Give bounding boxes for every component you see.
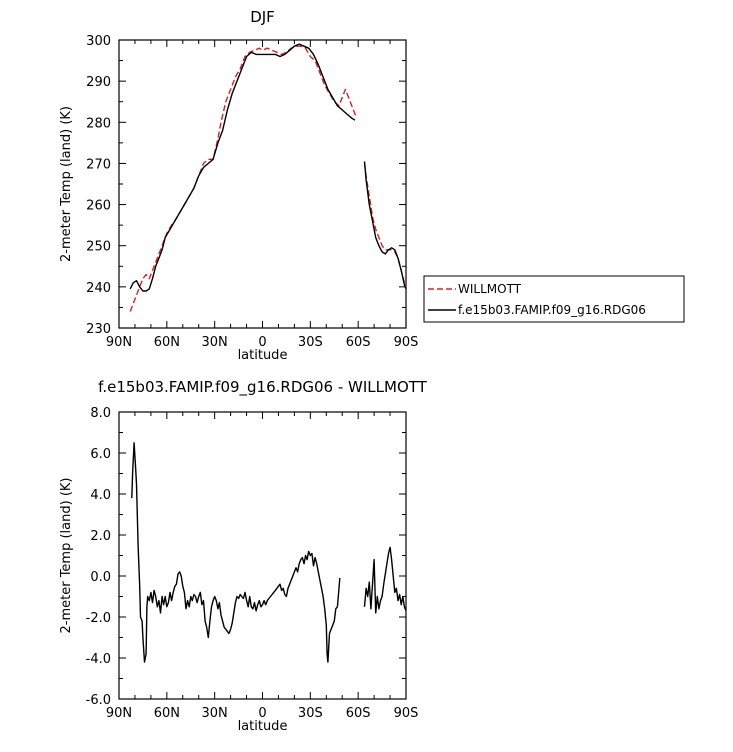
y-tick-label: -2.0	[86, 611, 111, 626]
series-line-1	[129, 43, 356, 292]
x-tick-label: 30N	[202, 335, 228, 350]
x-tick-label: 60S	[346, 335, 371, 350]
x-tick-label: 90N	[106, 335, 132, 350]
y-tick-label: 230	[86, 322, 111, 337]
x-tick-label: 90N	[106, 706, 132, 721]
legend: WILLMOTT f.e15b03.FAMIP.f09_g16.RDG06	[423, 275, 685, 323]
x-tick-label: 90S	[394, 706, 419, 721]
series-line-0	[131, 442, 341, 663]
x-tick-label: 60N	[154, 335, 180, 350]
y-tick-label: 290	[86, 75, 111, 90]
y-tick-label: 2.0	[90, 529, 111, 544]
y-tick-label: 270	[86, 157, 111, 172]
x-tick-label: 0	[258, 335, 266, 350]
y-tick-label: -6.0	[86, 693, 111, 708]
y-tick-label: 0.0	[90, 570, 111, 585]
y-tick-label: 4.0	[90, 488, 111, 503]
top-panel: DJF 90N 60N 30N 0 30S 60S 90S 230 240 250 260 270 280…	[59, 8, 418, 363]
series-line-0	[363, 546, 407, 614]
y-axis-title: 2-meter Temp (land) (K)	[59, 478, 74, 634]
plot-title: DJF	[250, 8, 275, 26]
y-tick-label: 6.0	[90, 447, 111, 462]
x-tick-label: 90S	[394, 335, 419, 350]
y-tick-label: 260	[86, 199, 111, 214]
y-tick-label: -4.0	[86, 652, 111, 667]
y-tick-label: 300	[86, 34, 111, 49]
x-axis-title: latitude	[238, 348, 288, 363]
y-tick-label: 8.0	[90, 406, 111, 421]
x-tick-label: 30N	[202, 706, 228, 721]
plot-title: f.e15b03.FAMIP.f09_g16.RDG06 - WILLMOTT	[98, 378, 427, 397]
legend-box	[423, 275, 685, 323]
x-tick-label: 30S	[298, 706, 323, 721]
series-line-0	[129, 45, 358, 312]
bottom-panel: f.e15b03.FAMIP.f09_g16.RDG06 - WILLMOTT 9…	[59, 378, 428, 734]
x-tick-label: 60N	[154, 706, 180, 721]
legend-label-1: f.e15b03.FAMIP.f09_g16.RDG06	[458, 303, 646, 317]
x-tick-label: 30S	[298, 335, 323, 350]
series-line-0	[363, 163, 407, 288]
y-tick-label: 250	[86, 240, 111, 255]
y-tick-label: 280	[86, 116, 111, 131]
y-tick-label: 240	[86, 281, 111, 296]
series-line-1	[363, 161, 407, 290]
x-tick-label: 0	[258, 706, 266, 721]
x-axis-title: latitude	[238, 719, 288, 734]
y-axis-title: 2-meter Temp (land) (K)	[59, 106, 74, 262]
x-tick-label: 60S	[346, 706, 371, 721]
legend-label-0: WILLMOTT	[458, 282, 522, 296]
